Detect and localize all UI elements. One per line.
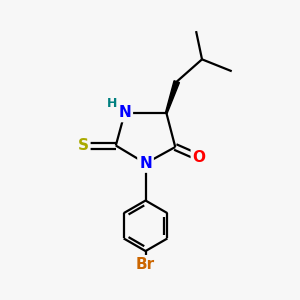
Text: Br: Br — [136, 257, 155, 272]
Polygon shape — [166, 81, 179, 113]
Text: O: O — [193, 150, 206, 165]
Text: N: N — [139, 156, 152, 171]
Text: N: N — [118, 105, 131, 120]
Text: H: H — [107, 97, 117, 110]
Text: S: S — [78, 138, 88, 153]
